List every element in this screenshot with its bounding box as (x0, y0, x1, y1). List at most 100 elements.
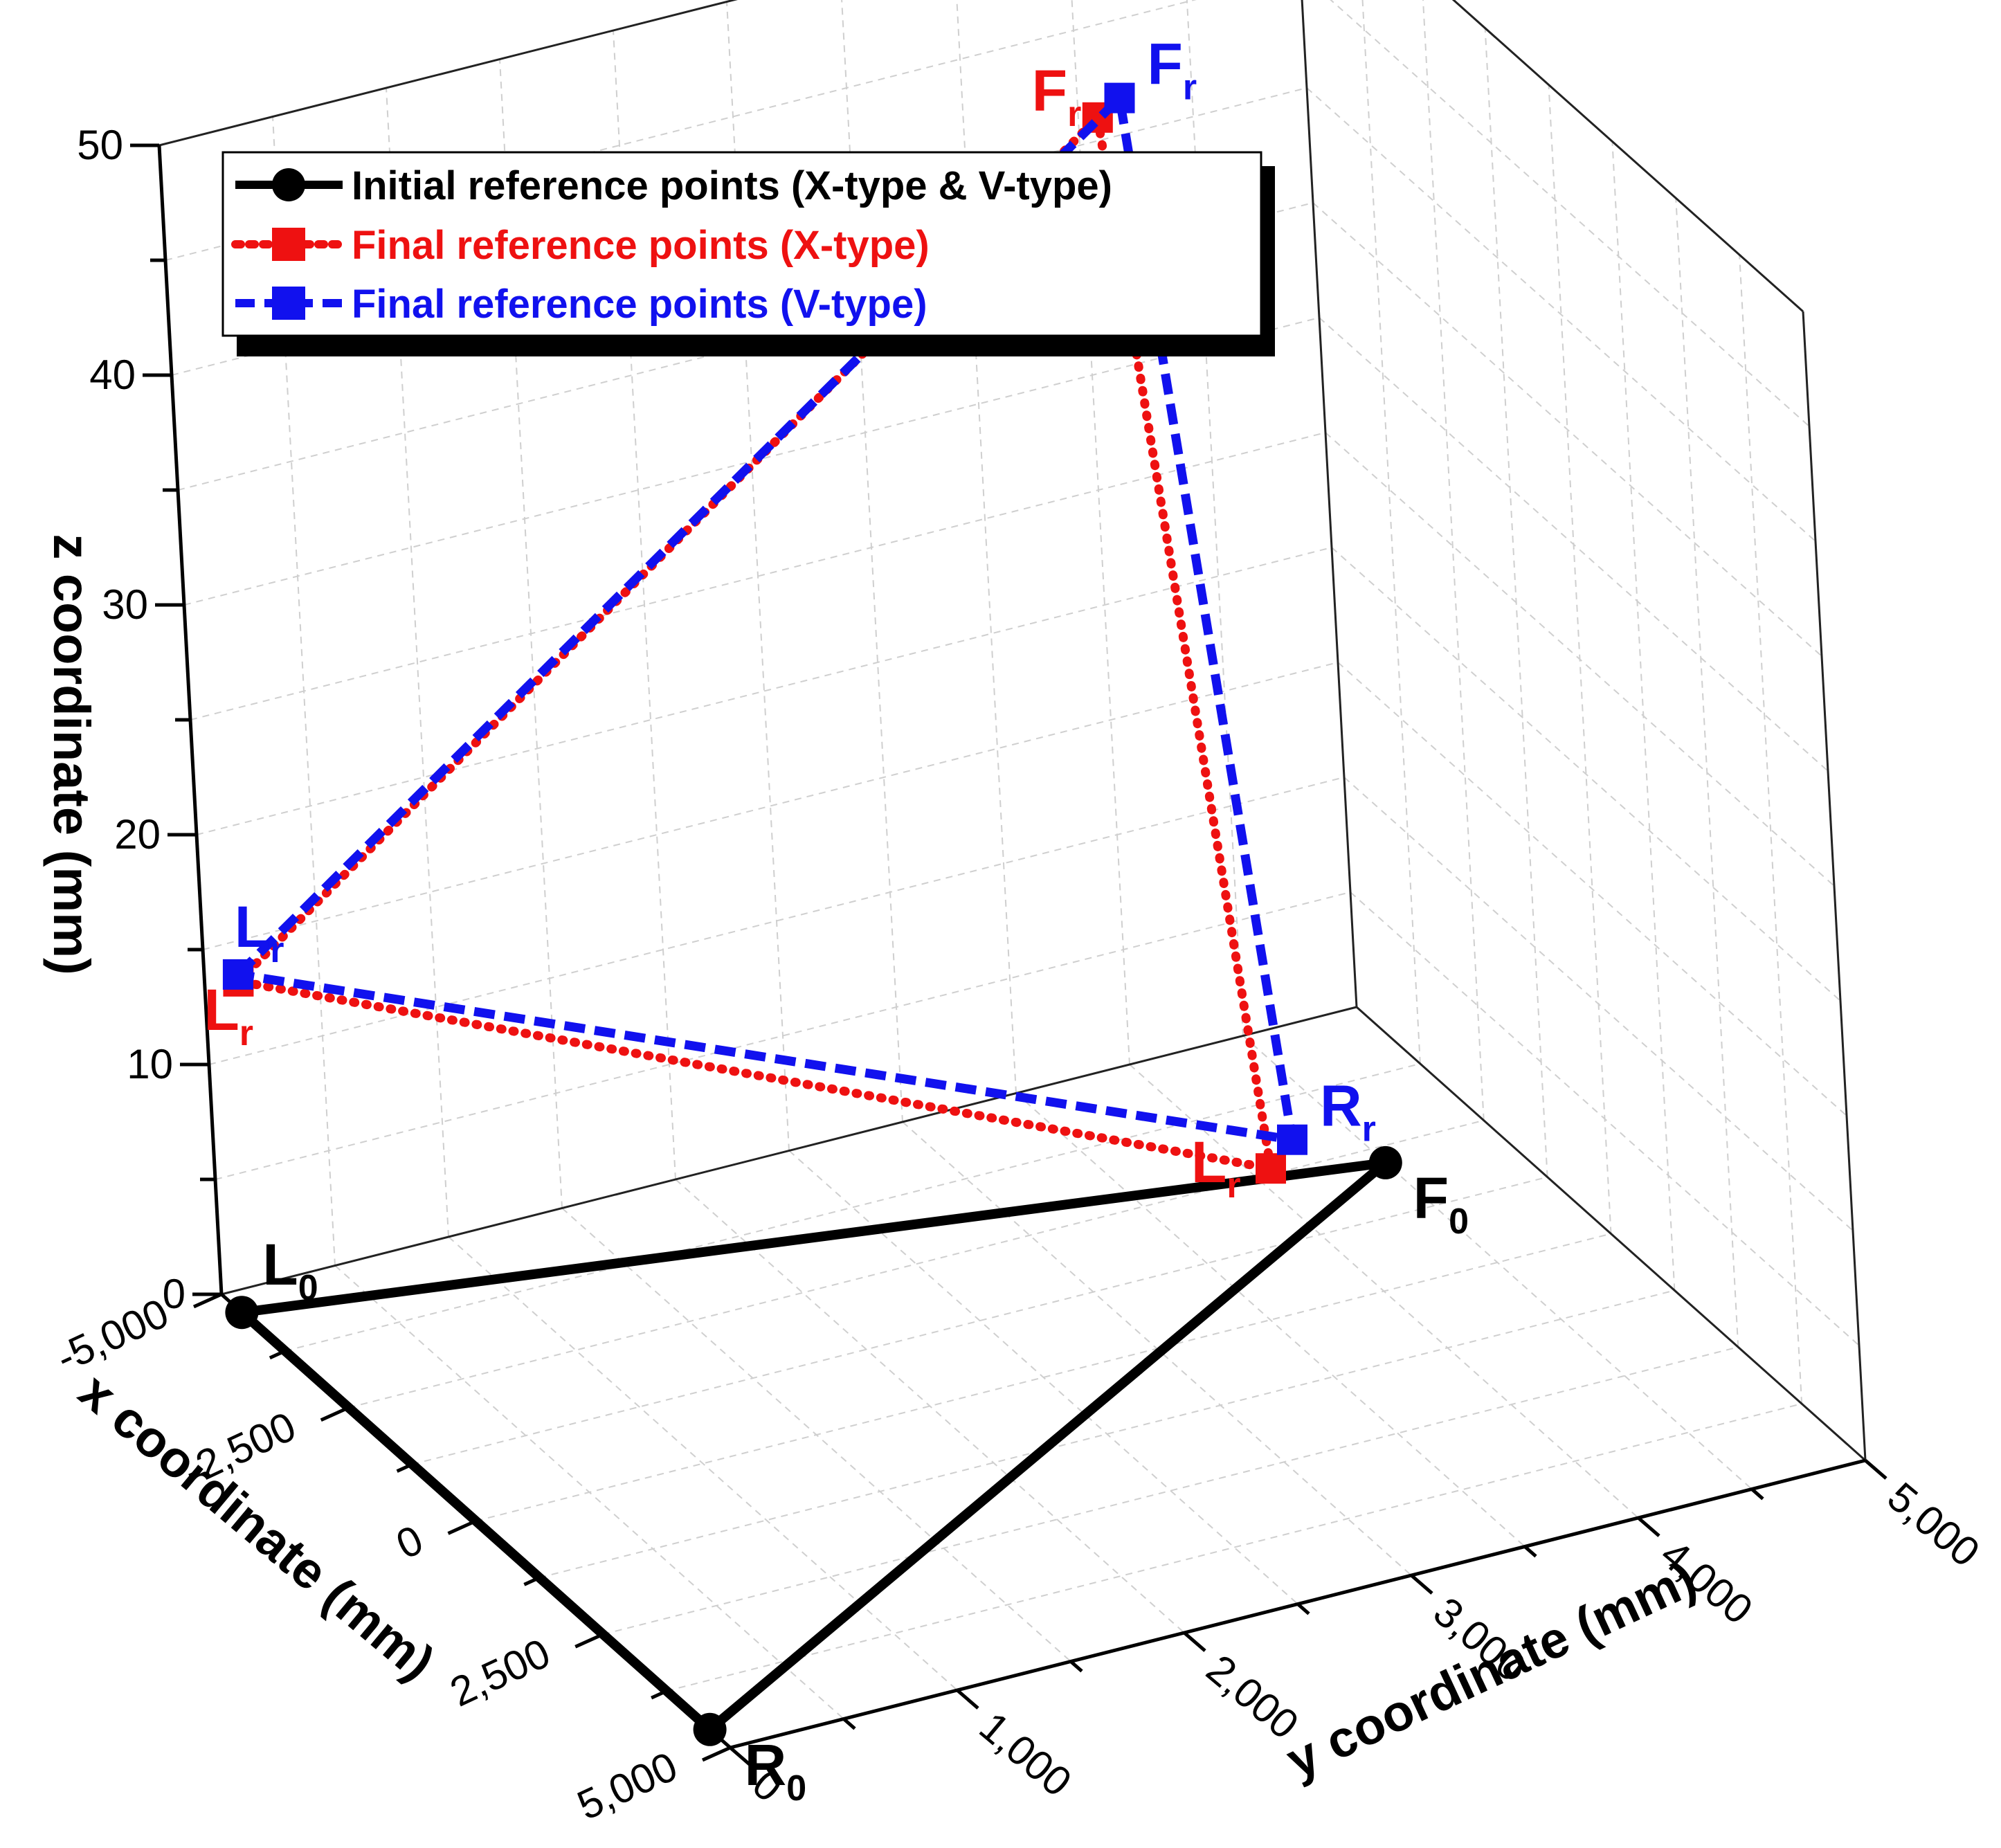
wall-grid-line (386, 87, 449, 1238)
series-marker (222, 959, 253, 990)
y-axis-tick (1637, 1516, 1660, 1537)
y-axis-tick (956, 1689, 979, 1710)
y-tick-label: 1,000 (971, 1703, 1080, 1806)
frame-edge (1802, 311, 1867, 1461)
wall-grid-line (1350, 891, 1860, 1346)
wall-grid-line (1337, 662, 1847, 1116)
frame-edge (1451, 0, 1804, 313)
point-label: L0 (262, 1232, 318, 1308)
wall-grid-line (1186, 0, 1244, 1036)
z-tick-label: 30 (102, 581, 148, 628)
point-label: Fr (1148, 32, 1197, 108)
z-tick-label: 50 (77, 122, 123, 168)
legend-label-final-x: Final reference points (X-type) (352, 223, 930, 268)
x-axis-tick (701, 1746, 732, 1762)
series-marker (693, 1712, 727, 1746)
y-tick-label: 5,000 (1879, 1474, 1989, 1576)
frame-edge (159, 0, 738, 147)
y-axis-tick (1183, 1631, 1206, 1652)
wall-grid-line (726, 1, 790, 1151)
wall-grid-line (1422, 0, 1485, 1121)
legend-box (221, 151, 1262, 337)
point-label: Lr (1191, 1130, 1241, 1206)
wall-grid-line (190, 432, 1326, 721)
z-tick-label: 0 (163, 1271, 185, 1317)
y-axis-title: y coordinate (mm) (1278, 1550, 1704, 1789)
series-marker (1277, 1124, 1307, 1155)
wall-grid-line (613, 30, 676, 1180)
point-label: Rr (1320, 1074, 1376, 1150)
z-axis-title: z coordinate (mm) (43, 534, 100, 975)
floor-grid-line (1015, 1092, 1525, 1548)
legend-swatch-final-x (231, 228, 347, 261)
wall-grid-line (1739, 255, 1803, 1404)
series-marker (1368, 1145, 1402, 1179)
wall-grid-line (208, 777, 1345, 1065)
wall-grid-line (196, 547, 1332, 835)
point-label: F0 (1413, 1166, 1469, 1242)
legend-label-initial: Initial reference points (X-type & V-typ… (352, 163, 1112, 208)
wall-grid-line (1312, 202, 1822, 657)
floor-grid-line (788, 1150, 1298, 1605)
y-axis-tick (842, 1717, 856, 1730)
wall-grid-line (1306, 87, 1816, 542)
wall-grid-line (165, 0, 1197, 261)
point-label: Lr (235, 894, 284, 970)
y-axis-tick (1750, 1487, 1764, 1501)
point-label: Fr (1032, 58, 1082, 134)
series-marker (1256, 1153, 1286, 1184)
y-axis-tick (1069, 1660, 1083, 1673)
y-axis-tick (1296, 1602, 1310, 1615)
wall-grid-line (1330, 0, 1810, 427)
floor-grid-line (284, 1062, 1421, 1352)
frame-edge (221, 1006, 1357, 1296)
floor-grid-line (675, 1179, 1185, 1633)
y-axis-tick (1523, 1545, 1537, 1558)
floor-grid-line (334, 1265, 844, 1720)
wall-grid-line (202, 662, 1339, 950)
floor-grid-line (1242, 1035, 1753, 1490)
floor-grid-line (348, 1119, 1484, 1408)
point-label: R0 (745, 1732, 807, 1809)
x-tick-label: 2,500 (443, 1629, 556, 1715)
frame-edge (1301, 0, 1358, 1008)
x-tick-label: 5,000 (570, 1743, 684, 1829)
x-axis-tick (192, 1292, 223, 1309)
wall-grid-line (183, 317, 1320, 606)
wall-grid-line (215, 891, 1351, 1180)
y-axis-tick (1864, 1459, 1887, 1480)
z-tick-label: 20 (114, 811, 161, 858)
y-axis-tick (729, 1746, 752, 1767)
floor-grid-line (448, 1236, 958, 1691)
floor-grid-line (412, 1176, 1548, 1465)
floor-grid-line (666, 1403, 1802, 1692)
y-axis-tick (1410, 1574, 1433, 1595)
floor-grid-line (603, 1346, 1739, 1636)
legend: Initial reference points (X-type & V-typ… (221, 151, 1275, 356)
series-line-1 (233, 113, 1276, 1173)
floor-grid-line (476, 1233, 1611, 1522)
series-line-0 (238, 1157, 1391, 1734)
x-tick-label: 0 (389, 1516, 430, 1568)
legend-swatch-initial (235, 168, 343, 201)
series-marker (225, 1296, 259, 1330)
floor-grid-line (1129, 1064, 1639, 1519)
frame-layer (159, 0, 1867, 1462)
wall-grid-line (1319, 317, 1829, 772)
legend-swatch-final-v (235, 287, 343, 320)
wall-grid-line (1331, 547, 1841, 1002)
frame-edge (1356, 1006, 1866, 1462)
legend-label-final-v: Final reference points (V-type) (352, 282, 927, 327)
wall-grid-line (956, 0, 1017, 1094)
wall-grid-line (1325, 432, 1835, 887)
point-label: Lr (203, 977, 253, 1053)
z-tick-label: 40 (89, 352, 136, 398)
wall-grid-line (171, 87, 1307, 376)
series-line-2 (235, 93, 1297, 1145)
wall-grid-line (1361, 0, 1421, 1064)
wall-grid-line (1343, 777, 1854, 1231)
floor-grid-line (561, 1207, 1071, 1663)
series-marker (1104, 82, 1135, 114)
